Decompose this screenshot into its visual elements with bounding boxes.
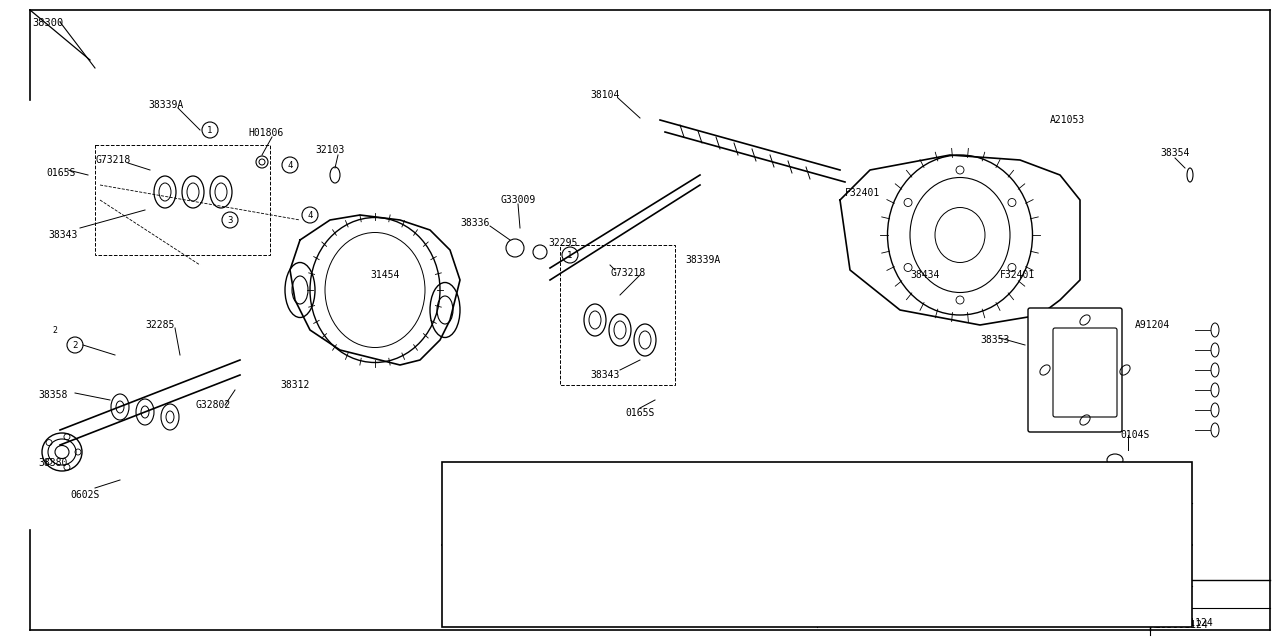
Text: 11126   ( -'08MY0705): 11126 ( -'08MY0705) bbox=[858, 560, 988, 570]
Text: 38358: 38358 bbox=[38, 390, 68, 400]
Text: 1: 1 bbox=[461, 477, 467, 488]
Text: 38315: 38315 bbox=[1060, 490, 1089, 500]
Text: 38354: 38354 bbox=[1160, 148, 1189, 158]
Text: 2: 2 bbox=[461, 560, 467, 570]
Text: G73218: G73218 bbox=[95, 155, 131, 165]
FancyBboxPatch shape bbox=[1053, 328, 1117, 417]
Text: F32401: F32401 bbox=[1000, 270, 1036, 280]
FancyBboxPatch shape bbox=[1028, 308, 1123, 432]
Text: 38353: 38353 bbox=[980, 335, 1010, 345]
Text: 1: 1 bbox=[207, 125, 212, 134]
Text: A195001124: A195001124 bbox=[1149, 620, 1208, 630]
Text: G340112 ('07MY0612- ): G340112 ('07MY0612- ) bbox=[858, 519, 988, 529]
Text: 38312: 38312 bbox=[280, 380, 310, 390]
Text: G340072( -'07MY0611): G340072( -'07MY0611) bbox=[858, 477, 982, 488]
Text: H01806: H01806 bbox=[248, 128, 283, 138]
Text: 38380: 38380 bbox=[38, 458, 68, 468]
Text: 1: 1 bbox=[567, 250, 572, 259]
Text: 0104S: 0104S bbox=[1120, 430, 1149, 440]
Text: 0165S: 0165S bbox=[625, 408, 654, 418]
Text: D91806  ('08MY0705- ): D91806 ('08MY0705- ) bbox=[858, 602, 988, 611]
Text: G73517 ( -'05MY0504): G73517 ( -'05MY0504) bbox=[483, 560, 607, 570]
Text: 2: 2 bbox=[72, 340, 78, 349]
Text: 38336: 38336 bbox=[460, 218, 489, 228]
Text: F32401: F32401 bbox=[845, 188, 881, 198]
Text: 38339A: 38339A bbox=[685, 255, 721, 265]
Text: 4: 4 bbox=[287, 161, 293, 170]
Text: 38343: 38343 bbox=[49, 230, 77, 240]
Text: 4: 4 bbox=[836, 560, 842, 570]
Text: 0602S: 0602S bbox=[70, 490, 100, 500]
Text: 38434: 38434 bbox=[910, 270, 940, 280]
Text: 38300: 38300 bbox=[32, 18, 63, 28]
Text: 32103: 32103 bbox=[315, 145, 344, 155]
Text: 38339A: 38339A bbox=[148, 100, 183, 110]
Text: 3: 3 bbox=[836, 477, 842, 488]
Text: 4: 4 bbox=[307, 211, 312, 220]
Text: A91204: A91204 bbox=[1135, 320, 1170, 330]
Text: A195001124: A195001124 bbox=[1155, 618, 1213, 628]
Text: A21053: A21053 bbox=[1050, 115, 1085, 125]
Text: 32295: 32295 bbox=[548, 238, 577, 248]
Text: G33009: G33009 bbox=[500, 195, 535, 205]
Text: G73528 ('05MY0504- ): G73528 ('05MY0504- ) bbox=[483, 602, 607, 611]
Bar bbox=[442, 462, 1192, 627]
Text: G73218: G73218 bbox=[611, 268, 645, 278]
Text: 0165S: 0165S bbox=[46, 168, 76, 178]
Text: G32802: G32802 bbox=[195, 400, 230, 410]
Text: 32285: 32285 bbox=[145, 320, 174, 330]
Text: 2: 2 bbox=[52, 326, 58, 335]
Text: 38343: 38343 bbox=[590, 370, 620, 380]
Text: G98404 ('05MY0503- ): G98404 ('05MY0503- ) bbox=[483, 519, 607, 529]
Text: 31454: 31454 bbox=[370, 270, 399, 280]
Text: 38104: 38104 bbox=[590, 90, 620, 100]
Text: G98403 ( -'05MY0503): G98403 ( -'05MY0503) bbox=[483, 477, 607, 488]
Text: 3: 3 bbox=[228, 216, 233, 225]
